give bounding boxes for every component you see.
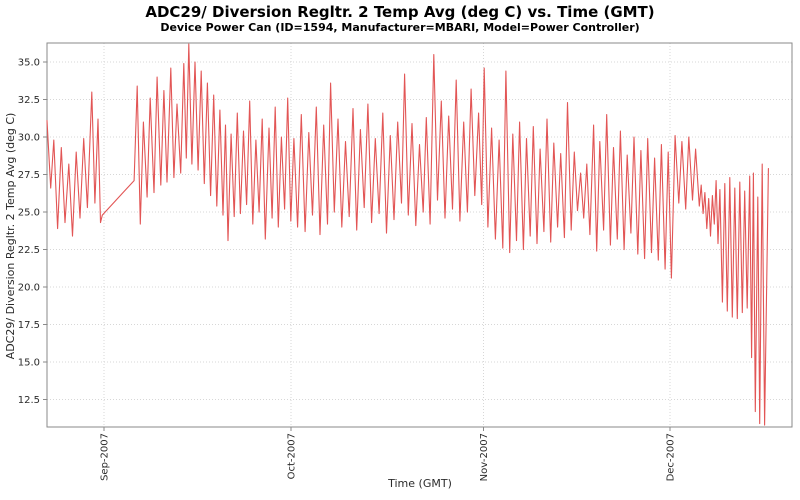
y-tick-label: 17.5 <box>18 320 40 331</box>
y-tick-label: 15.0 <box>18 358 40 369</box>
plot-generated-layer: 12.5 15.0 17.5 20.0 22.5 25.0 27.5 30.0 32.5 35.0… <box>18 42 793 481</box>
x-axis-title: Time (GMT) <box>387 477 452 490</box>
x-tick-label: Sep-2007 <box>100 433 111 481</box>
plot-border <box>46 42 793 428</box>
chart-title: ADC29/ Diversion Regltr. 2 Temp Avg (deg… <box>145 3 655 21</box>
y-axis-title: ADC29/ Diversion Regltr. 2 Temp Avg (deg… <box>4 113 17 360</box>
y-tick-label: 30.0 <box>18 133 40 144</box>
y-tick-label: 25.0 <box>18 208 40 219</box>
y-tick-label: 35.0 <box>18 58 40 69</box>
y-tick-label: 12.5 <box>18 395 40 406</box>
series-line <box>46 43 769 426</box>
x-tick-label: Nov-2007 <box>479 433 490 481</box>
y-tick-label: 32.5 <box>18 95 40 106</box>
y-tick-label: 20.0 <box>18 283 40 294</box>
chart-subtitle: Device Power Can (ID=1594, Manufacturer=… <box>160 21 640 34</box>
y-tick-label: 22.5 <box>18 245 40 256</box>
x-tick-label: Dec-2007 <box>666 433 677 481</box>
x-tick-label: Oct-2007 <box>286 433 297 479</box>
y-tick-label: 27.5 <box>18 170 40 181</box>
